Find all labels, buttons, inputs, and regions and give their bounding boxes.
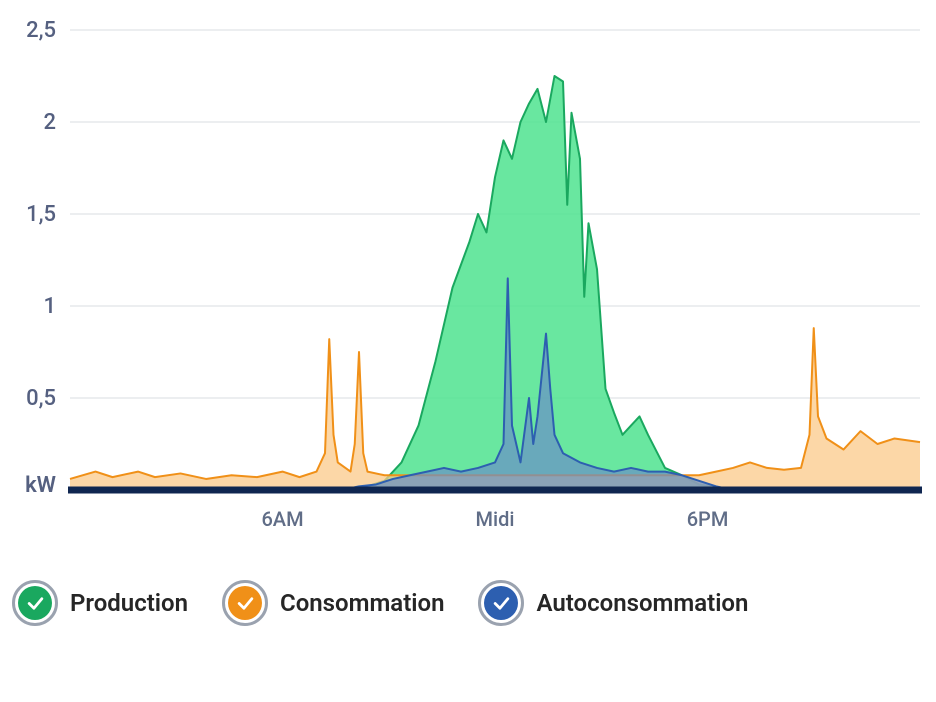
check-icon: [492, 594, 511, 613]
legend-color-dot: [484, 586, 518, 620]
x-axis-tick-label: Midi: [476, 507, 515, 531]
legend-badge: [478, 580, 524, 626]
legend-color-dot: [18, 586, 52, 620]
legend-item-consommation[interactable]: Consommation: [222, 580, 444, 626]
legend-badge: [222, 580, 268, 626]
y-axis-tick-label: 1: [43, 294, 56, 319]
y-axis-tick-label: 2,5: [26, 18, 56, 43]
chart-plot-area: 0,5 1 1,5 2 2,5 kW 6AM Midi 6PM: [0, 0, 936, 580]
legend-label: Consommation: [280, 589, 444, 617]
y-axis-tick-label: 0,5: [26, 386, 56, 411]
legend-badge: [12, 580, 58, 626]
series-area-production: [70, 76, 920, 490]
x-axis-tick-label: 6PM: [687, 507, 729, 531]
chart-legend: Production Consommation Autoconsommation: [0, 580, 936, 626]
legend-label: Autoconsommation: [536, 589, 748, 617]
y-axis-tick-label: 1,5: [26, 202, 56, 227]
legend-label: Production: [70, 589, 188, 617]
legend-color-dot: [228, 586, 262, 620]
energy-chart: 0,5 1 1,5 2 2,5 kW 6AM Midi 6PM Production Consom…: [0, 0, 936, 702]
x-axis-tick-label: 6AM: [261, 507, 303, 531]
check-icon: [236, 594, 255, 613]
y-axis-tick-label: 2: [43, 110, 56, 135]
y-axis-unit: kW: [25, 473, 56, 498]
check-icon: [26, 594, 45, 613]
legend-item-autoconsommation[interactable]: Autoconsommation: [478, 580, 748, 626]
legend-item-production[interactable]: Production: [12, 580, 188, 626]
